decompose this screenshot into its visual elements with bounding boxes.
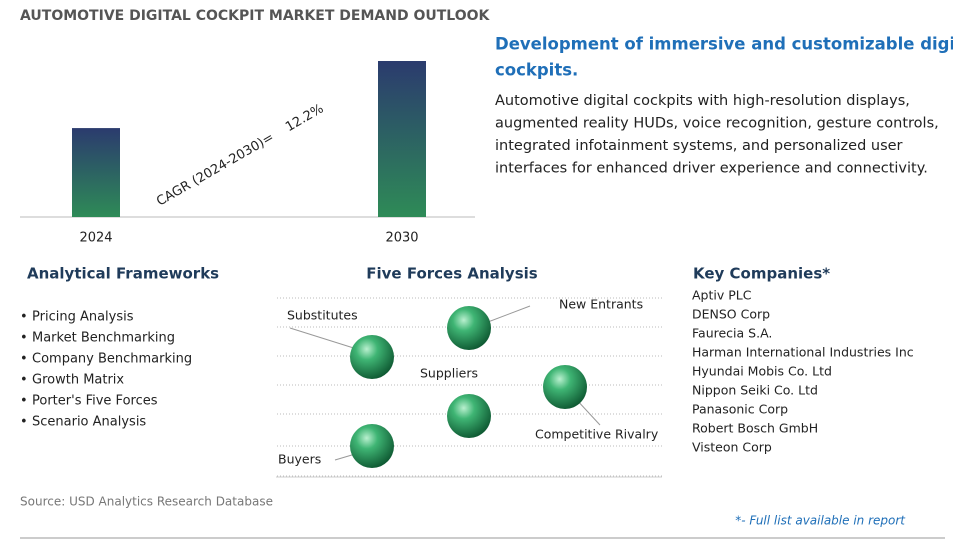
x-tick-label: 2030 bbox=[385, 231, 418, 246]
cagr: CAGR (2024-2030)=12.2% bbox=[154, 101, 326, 209]
force-label: Competitive Rivalry bbox=[535, 427, 659, 442]
highlight-heading: Development of immersive and customizabl… bbox=[495, 35, 953, 54]
force-label: Buyers bbox=[278, 452, 321, 467]
company-item: Robert Bosch GmbH bbox=[692, 421, 818, 436]
bullet: • bbox=[20, 394, 28, 409]
bullet: • bbox=[20, 415, 28, 430]
bullet: • bbox=[20, 331, 28, 346]
highlight-text: integrated infotainment systems, and per… bbox=[495, 138, 903, 154]
company-item: Nippon Seiki Co. Ltd bbox=[692, 383, 818, 398]
highlight-text: augmented reality HUDs, voice recognitio… bbox=[495, 116, 939, 132]
cagr-value: 12.2% bbox=[283, 101, 326, 135]
highlight-heading: cockpits. bbox=[495, 61, 578, 80]
section-heading: Five Forces Analysis bbox=[366, 265, 538, 283]
framework-item: Growth Matrix bbox=[32, 373, 124, 388]
section-heading: Key Companies* bbox=[693, 265, 830, 283]
x-tick-label: 2024 bbox=[79, 231, 112, 246]
footnote: *- Full list available in report bbox=[735, 514, 906, 528]
source: Source: USD Analytics Research Database bbox=[20, 495, 273, 509]
force-label: New Entrants bbox=[559, 297, 643, 312]
chart-title: AUTOMOTIVE DIGITAL COCKPIT MARKET DEMAND… bbox=[20, 8, 490, 24]
company-item: Aptiv PLC bbox=[692, 288, 752, 303]
company-item: Visteon Corp bbox=[692, 440, 772, 455]
highlight-text: interfaces for enhanced driver experienc… bbox=[495, 161, 928, 177]
force-label: Substitutes bbox=[287, 308, 358, 323]
company-item: Faurecia S.A. bbox=[692, 326, 772, 341]
bullet: • bbox=[20, 310, 28, 325]
bar bbox=[72, 128, 120, 217]
framework-item: Market Benchmarking bbox=[32, 331, 175, 346]
bullet: • bbox=[20, 373, 28, 388]
company-item: DENSO Corp bbox=[692, 307, 770, 322]
force-label: Suppliers bbox=[420, 366, 478, 381]
framework-item: Scenario Analysis bbox=[32, 415, 146, 430]
company-item: Hyundai Mobis Co. Ltd bbox=[692, 364, 832, 379]
section-heading: Analytical Frameworks bbox=[27, 265, 219, 283]
bullet: • bbox=[20, 352, 28, 367]
framework-item: Pricing Analysis bbox=[32, 310, 134, 325]
bar bbox=[378, 61, 426, 217]
cagr-label: CAGR (2024-2030)= bbox=[154, 130, 277, 209]
highlight-text: Automotive digital cockpits with high-re… bbox=[495, 93, 910, 109]
framework-item: Company Benchmarking bbox=[32, 352, 192, 367]
framework-item: Porter's Five Forces bbox=[32, 394, 158, 409]
company-item: Harman International Industries Inc bbox=[692, 345, 914, 360]
spheres bbox=[350, 306, 587, 468]
company-item: Panasonic Corp bbox=[692, 402, 788, 417]
